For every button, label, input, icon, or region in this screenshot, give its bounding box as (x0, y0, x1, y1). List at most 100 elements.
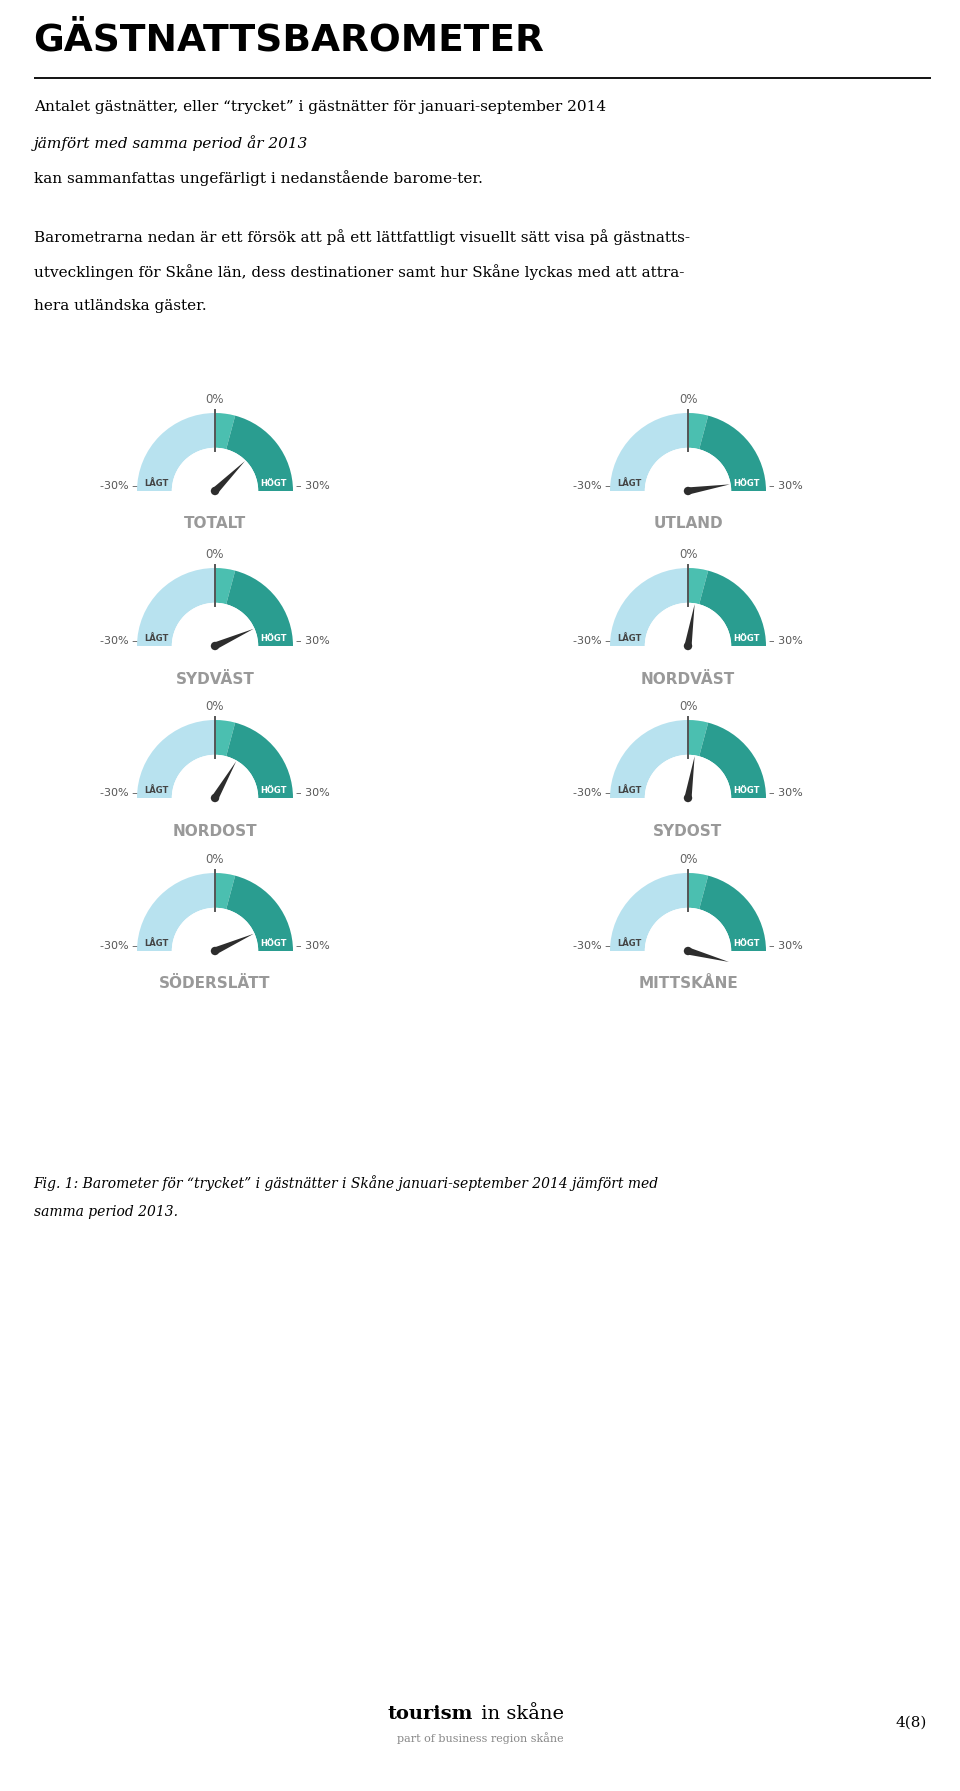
Text: tourism: tourism (388, 1705, 473, 1723)
Text: 0%: 0% (205, 853, 225, 865)
Text: – 30%: – 30% (770, 788, 804, 799)
Text: SÖDERSLÄTT: SÖDERSLÄTT (159, 976, 271, 992)
Polygon shape (212, 761, 236, 801)
Circle shape (684, 793, 692, 802)
Wedge shape (215, 568, 235, 604)
Text: Barometrarna nedan är ett försök att på ett lättfattligt visuellt sätt visa på g: Barometrarna nedan är ett försök att på … (34, 229, 689, 245)
Text: LÅGT: LÅGT (617, 938, 641, 947)
Text: MITTSKÅNE: MITTSKÅNE (638, 976, 738, 992)
Wedge shape (699, 571, 766, 647)
Text: GÄSTNATTSBAROMETER: GÄSTNATTSBAROMETER (34, 21, 544, 59)
Text: SYDVÄST: SYDVÄST (176, 672, 254, 686)
Circle shape (684, 487, 692, 494)
Wedge shape (688, 872, 708, 910)
Polygon shape (687, 947, 729, 962)
Text: HÖGT: HÖGT (733, 786, 760, 795)
Text: – 30%: – 30% (297, 636, 330, 647)
Wedge shape (645, 448, 732, 491)
Text: LÅGT: LÅGT (144, 786, 168, 795)
Wedge shape (137, 720, 215, 799)
Text: Antalet gästnätter, eller “trycket” i gästnätter för januari-september 2014: Antalet gästnätter, eller “trycket” i gä… (34, 100, 611, 115)
Text: 0%: 0% (679, 392, 697, 407)
Bar (604, 647, 772, 736)
Text: hera utländska gäster.: hera utländska gäster. (34, 299, 206, 313)
Text: -30% –: -30% – (100, 636, 137, 647)
Wedge shape (215, 872, 235, 910)
Text: 0%: 0% (679, 548, 697, 561)
Text: – 30%: – 30% (770, 482, 804, 491)
Wedge shape (699, 416, 766, 491)
Polygon shape (687, 484, 730, 494)
Text: -30% –: -30% – (573, 482, 611, 491)
Text: utvecklingen för Skåne län, dess destinationer samt hur Skåne lyckas med att att: utvecklingen för Skåne län, dess destina… (34, 265, 684, 281)
Text: LÅGT: LÅGT (617, 786, 641, 795)
Text: in skåne: in skåne (475, 1705, 564, 1723)
Text: 0%: 0% (205, 548, 225, 561)
Bar (131, 491, 299, 580)
Text: -30% –: -30% – (100, 482, 137, 491)
Wedge shape (610, 414, 688, 491)
Wedge shape (688, 414, 708, 450)
Wedge shape (645, 908, 732, 951)
Text: HÖGT: HÖGT (260, 786, 287, 795)
Text: -30% –: -30% – (100, 942, 137, 951)
Text: -30% –: -30% – (573, 636, 611, 647)
Text: -30% –: -30% – (573, 942, 611, 951)
Text: HÖGT: HÖGT (260, 938, 287, 947)
Text: LÅGT: LÅGT (617, 634, 641, 643)
Text: Fig. 1: Barometer för “trycket” i gästnätter i Skåne januari-september 2014 jämf: Fig. 1: Barometer för “trycket” i gästnä… (34, 1175, 659, 1191)
Wedge shape (699, 876, 766, 951)
Wedge shape (215, 414, 235, 450)
Wedge shape (172, 604, 258, 647)
Polygon shape (213, 933, 253, 955)
Bar (604, 799, 772, 888)
Bar (604, 951, 772, 1041)
Wedge shape (215, 720, 235, 756)
Text: 0%: 0% (679, 700, 697, 713)
Wedge shape (610, 568, 688, 647)
Text: HÖGT: HÖGT (260, 480, 287, 489)
Polygon shape (213, 629, 253, 650)
Circle shape (211, 947, 219, 955)
Bar (131, 647, 299, 736)
Bar (604, 491, 772, 580)
Bar (131, 951, 299, 1041)
Text: HÖGT: HÖGT (733, 480, 760, 489)
Polygon shape (684, 756, 695, 799)
Wedge shape (688, 720, 708, 756)
Wedge shape (699, 722, 766, 799)
Text: -30% –: -30% – (100, 788, 137, 799)
Text: TOTALT: TOTALT (184, 516, 246, 532)
Text: -30% –: -30% – (573, 788, 611, 799)
Wedge shape (610, 720, 688, 799)
Text: 4(8): 4(8) (895, 1716, 926, 1730)
Text: samma period 2013.: samma period 2013. (34, 1205, 178, 1220)
Text: – 30%: – 30% (770, 636, 804, 647)
Text: jämfört med samma period år 2013: jämfört med samma period år 2013 (34, 136, 308, 150)
Text: 0%: 0% (205, 700, 225, 713)
Text: 0%: 0% (205, 392, 225, 407)
Wedge shape (227, 876, 293, 951)
Text: LÅGT: LÅGT (617, 480, 641, 489)
Text: HÖGT: HÖGT (733, 634, 760, 643)
Bar (131, 799, 299, 888)
Wedge shape (227, 722, 293, 799)
Text: HÖGT: HÖGT (260, 634, 287, 643)
Text: – 30%: – 30% (297, 788, 330, 799)
Text: NORDOST: NORDOST (173, 824, 257, 838)
Text: – 30%: – 30% (770, 942, 804, 951)
Wedge shape (172, 754, 258, 799)
Circle shape (211, 487, 219, 494)
Wedge shape (645, 604, 732, 647)
Wedge shape (688, 568, 708, 604)
Wedge shape (645, 754, 732, 799)
Text: – 30%: – 30% (297, 482, 330, 491)
Text: kan sammanfattas ungefärligt i nedanstående barome-ter.: kan sammanfattas ungefärligt i nedanståe… (34, 170, 483, 186)
Text: LÅGT: LÅGT (144, 634, 168, 643)
Wedge shape (610, 872, 688, 951)
Polygon shape (684, 604, 695, 647)
Circle shape (211, 793, 219, 802)
Wedge shape (137, 414, 215, 491)
Text: 0%: 0% (679, 853, 697, 865)
Circle shape (684, 947, 692, 955)
